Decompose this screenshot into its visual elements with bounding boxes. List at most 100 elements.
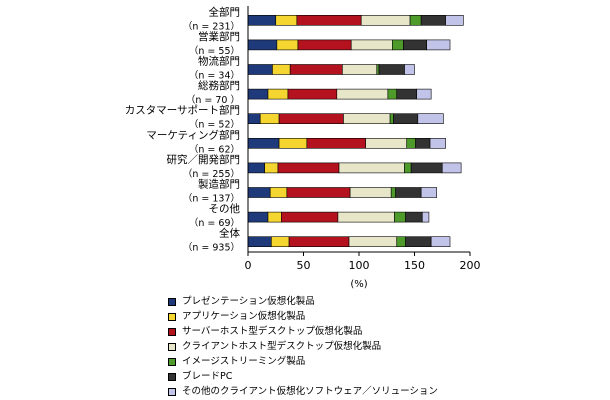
bar-segment: [389, 113, 394, 124]
bar-segment: [360, 15, 411, 26]
bar-segment: [247, 138, 280, 149]
bar-segment: [365, 138, 408, 149]
category-n-label: （n = 70 ）: [186, 94, 240, 106]
bar-segment: [289, 64, 343, 75]
stacked-bar-chart: 全部門 （n = 231）営業部門 （n = 55）物流部門 （n = 34）総務部門…: [125, 5, 481, 290]
x-tick-label: 0: [245, 259, 252, 272]
legend-item: クライアントホスト型デスクトップ仮想化製品: [168, 339, 438, 354]
x-axis-label: (%): [350, 279, 367, 290]
x-tick-label: 50: [297, 259, 311, 272]
bar-segment: [404, 64, 415, 75]
bar-segment: [247, 88, 269, 100]
legend-swatch: [168, 312, 176, 321]
category-n-label: （n = 62）: [189, 143, 240, 155]
bar-segment: [421, 211, 430, 223]
category-label: 研究／開発部門: [167, 153, 241, 166]
bar-segment: [337, 211, 395, 223]
category-label: 総務部門: [198, 79, 240, 92]
bar-segment: [247, 162, 265, 174]
bar-segment: [297, 39, 352, 51]
legend-swatch: [168, 297, 176, 306]
category-labels: 全部門 （n = 231）営業部門 （n = 55）物流部門 （n = 34）総務部門…: [125, 5, 241, 253]
category-n-label: （n = 34）: [189, 70, 240, 82]
category-label: その他: [209, 202, 241, 215]
bar-segment: [306, 138, 366, 149]
bar-segment: [278, 138, 308, 149]
legend-item: サーバーホスト型デスクトップ仮想化製品: [168, 324, 438, 339]
bar-segment: [406, 138, 416, 149]
legend-item: その他のクライアント仮想化ソフトウェア／ソリューション: [168, 384, 438, 399]
bar-segment: [409, 15, 422, 26]
legend-item: プレゼンテーション仮想化製品: [168, 294, 438, 309]
bar-segment: [376, 64, 380, 75]
legend-label: プレゼンテーション仮想化製品: [182, 296, 315, 307]
legend-label: クライアントホスト型デスクトップ仮想化製品: [182, 341, 382, 352]
bar-segment: [267, 211, 282, 223]
bar-segment: [390, 187, 396, 198]
bar-segment: [247, 15, 277, 26]
category-label: 物流部門: [198, 55, 240, 68]
bar-segment: [296, 15, 362, 26]
bar-segment: [441, 162, 462, 174]
x-tick-label: 100: [349, 259, 370, 272]
legend-label: イメージストリーミング製品: [182, 356, 306, 367]
category-label: 製造部門: [198, 178, 240, 191]
category-label: マーケティング部門: [146, 128, 240, 141]
bar-segment: [269, 187, 288, 198]
bar-segment: [391, 39, 404, 51]
legend-item: アプリケーション仮想化製品: [168, 309, 438, 324]
legend-item: イメージストリーミング製品: [168, 354, 438, 369]
x-tick-label: 150: [404, 259, 425, 272]
bar-segment: [445, 15, 464, 26]
bar-segment: [348, 236, 398, 247]
category-n-label: （n = 935）: [183, 242, 240, 254]
bar-segment: [338, 162, 405, 174]
legend: プレゼンテーション仮想化製品アプリケーション仮想化製品サーバーホスト型デスクトッ…: [168, 294, 438, 399]
bar-segment: [275, 15, 298, 26]
category-n-label: （n = 137）: [183, 193, 240, 205]
bar-segment: [259, 113, 280, 124]
bar-segment: [416, 88, 432, 100]
category-n-label: （n = 55）: [189, 45, 240, 57]
category-n-label: （n = 231）: [183, 20, 240, 32]
bar-segment: [247, 187, 271, 198]
category-n-label: （n = 255）: [183, 168, 240, 180]
bar-segment: [404, 162, 412, 174]
bar-segment: [264, 162, 279, 174]
bar-segment: [405, 211, 423, 223]
bar-segment: [403, 39, 428, 51]
legend-item: ブレードPC: [168, 369, 438, 384]
bar-segment: [396, 236, 406, 247]
bar-segment: [430, 236, 451, 247]
bar-segment: [286, 187, 351, 198]
category-label: カスタマーサポート部門: [125, 104, 240, 117]
bar-segment: [405, 236, 432, 247]
bar-segment: [247, 39, 278, 51]
bar-segment: [420, 187, 438, 198]
bar-segment: [247, 211, 269, 223]
bar-segment: [247, 113, 261, 124]
bar-segment: [415, 138, 431, 149]
bar-segment: [267, 88, 289, 100]
x-axis: 0 50 100 150 200 (%): [245, 6, 481, 290]
category-label: 営業部門: [198, 30, 240, 43]
bar-segment: [394, 211, 406, 223]
bar-segment: [287, 88, 338, 100]
bar-segment: [349, 187, 392, 198]
bar-segment: [395, 187, 422, 198]
bar-segments: [247, 15, 464, 247]
bar-segment: [417, 113, 444, 124]
legend-swatch: [168, 342, 176, 351]
bar-segment: [343, 113, 391, 124]
bar-segment: [426, 39, 451, 51]
legend-label: サーバーホスト型デスクトップ仮想化製品: [182, 326, 363, 337]
bar-segment: [387, 88, 398, 100]
bar-segment: [276, 39, 299, 51]
legend-label: その他のクライアント仮想化ソフトウェア／ソリューション: [182, 386, 438, 397]
bar-segment: [247, 236, 272, 247]
bar-segment: [277, 162, 340, 174]
legend-label: ブレードPC: [182, 371, 233, 382]
bar-segment: [271, 236, 290, 247]
bar-segment: [342, 64, 378, 75]
bar-segment: [288, 236, 350, 247]
